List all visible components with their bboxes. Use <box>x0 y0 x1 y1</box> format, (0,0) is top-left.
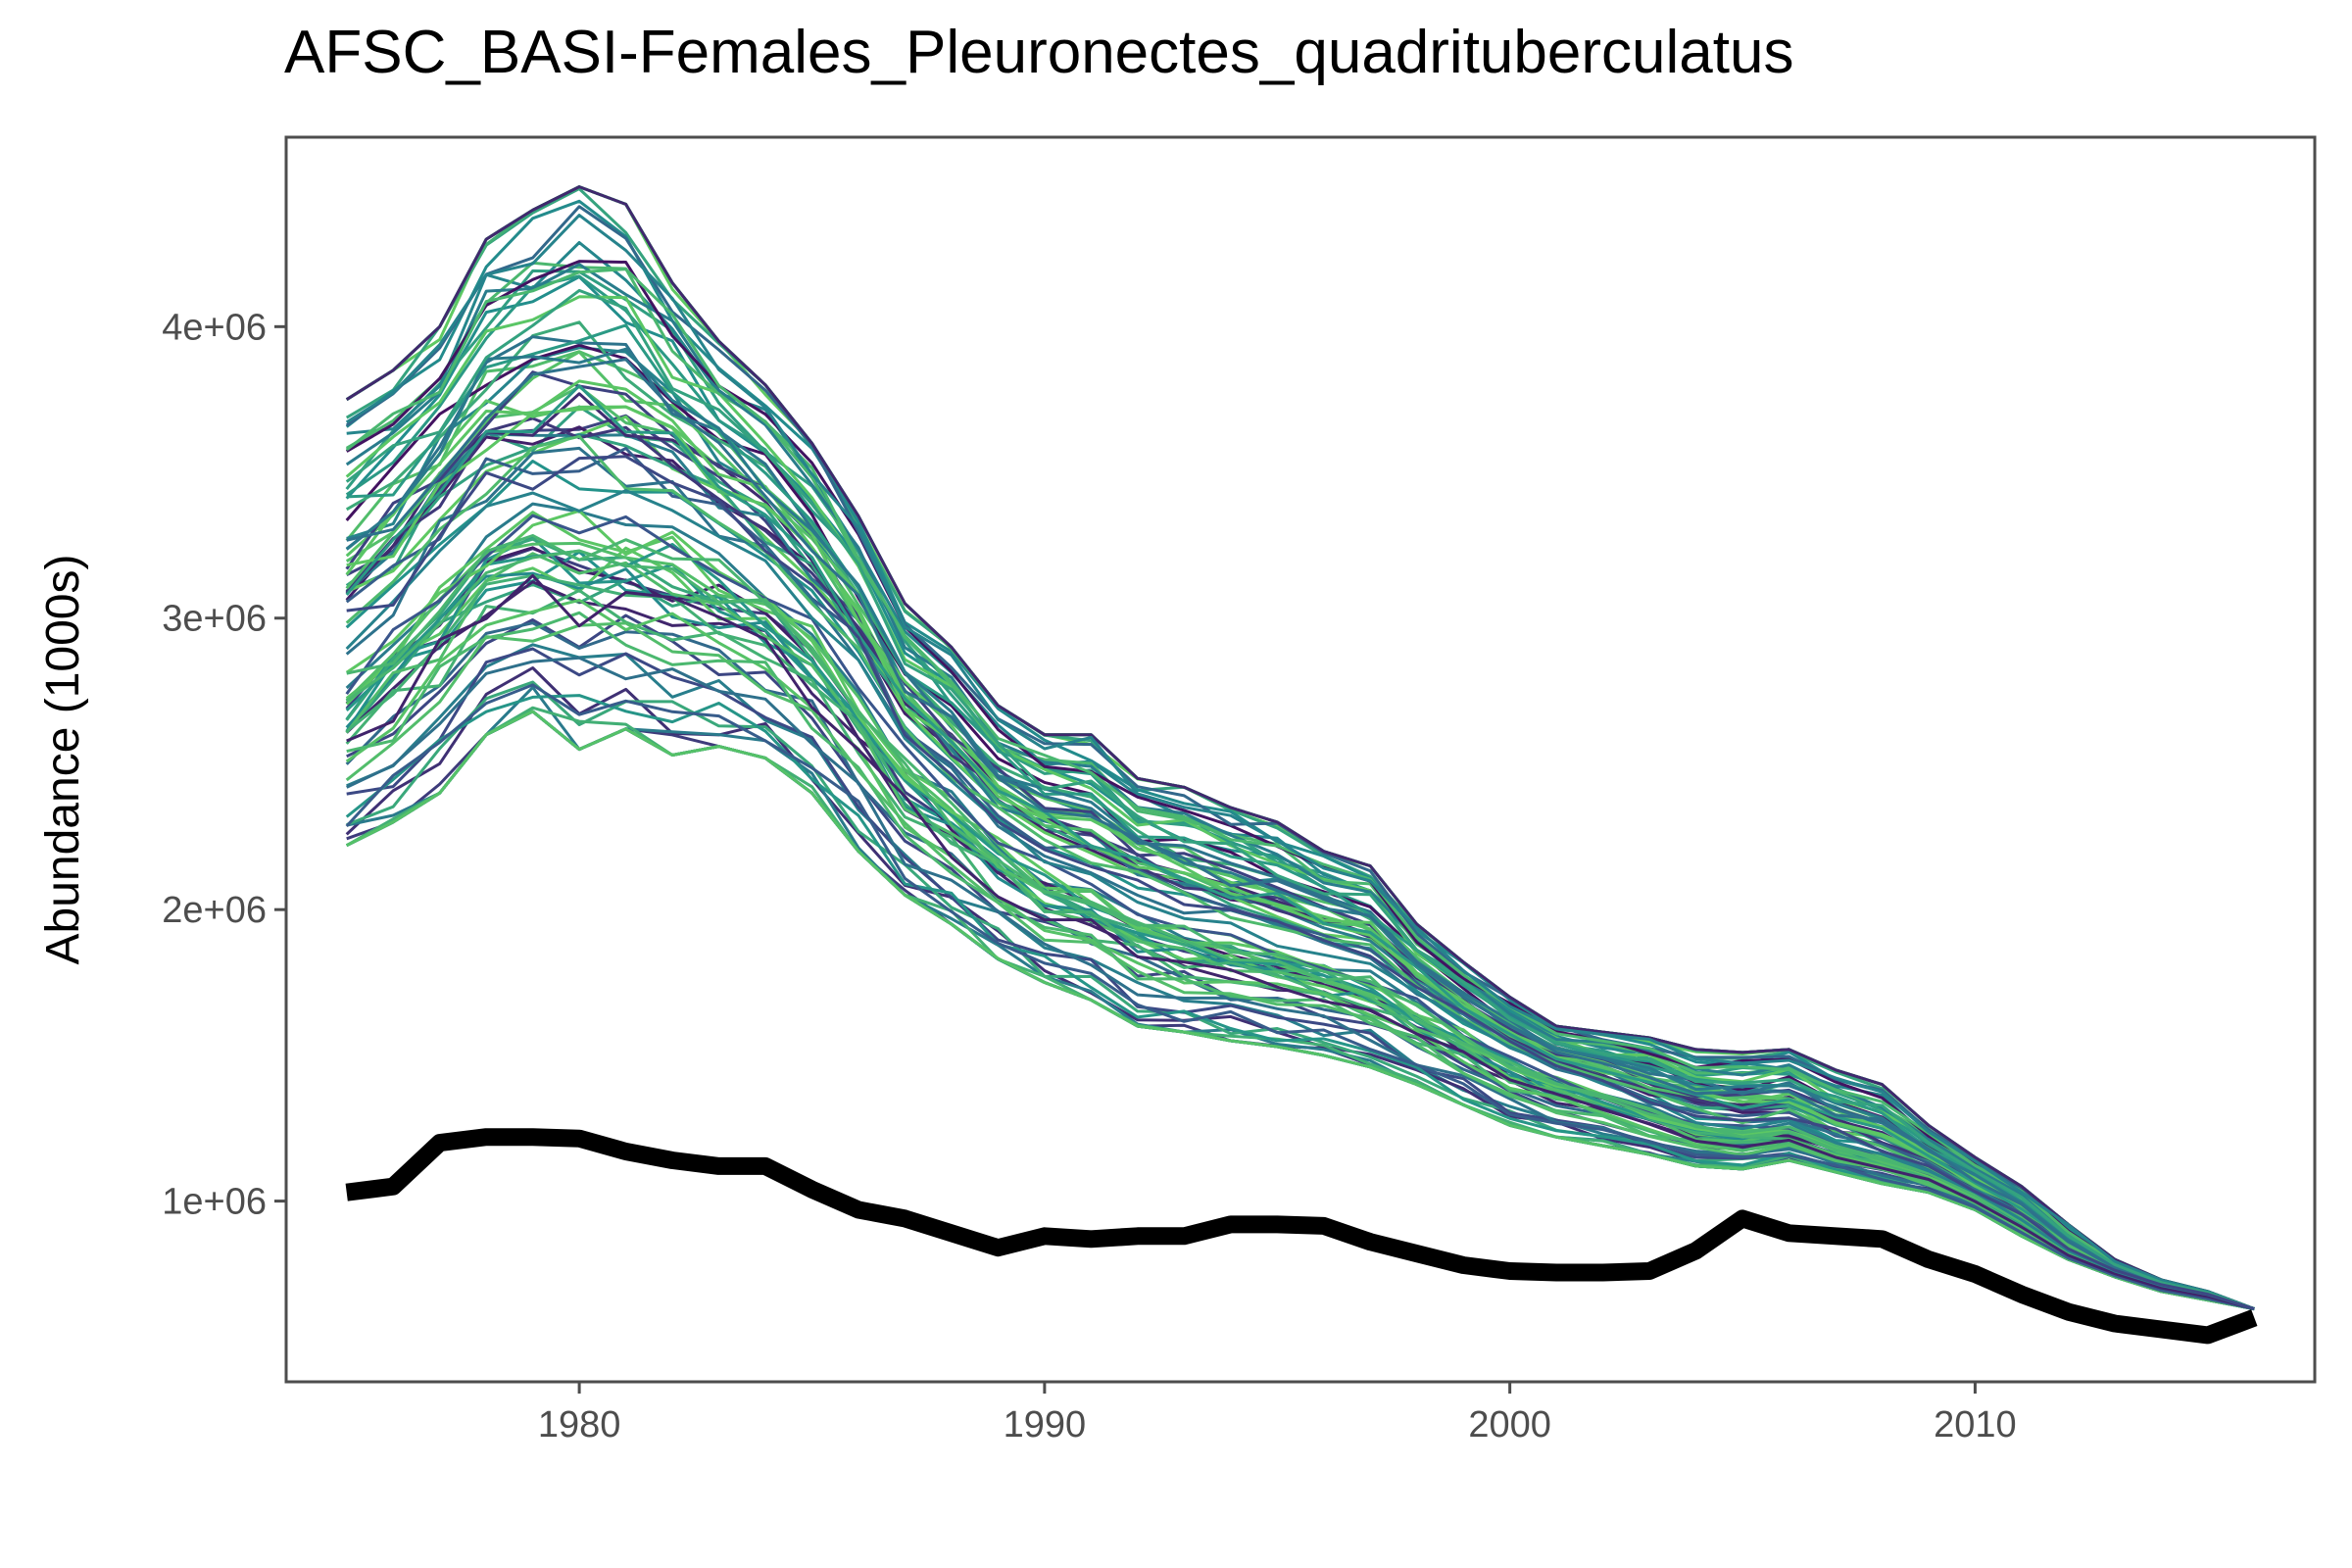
ensemble-line <box>346 573 2255 1311</box>
ensemble-line <box>346 455 2255 1311</box>
y-tick-label: 1e+06 <box>162 1182 267 1223</box>
ensemble-line <box>345 489 2255 1311</box>
ensemble-line <box>345 260 2255 1311</box>
series-lines <box>345 1128 2258 1345</box>
ensemble-line <box>345 214 2255 1311</box>
y-tick-label: 2e+06 <box>162 890 267 931</box>
ensemble-line <box>346 710 2255 1311</box>
x-tick-label: 1980 <box>538 1404 621 1446</box>
x-axis: 1980 1990 2000 2010 <box>538 1382 2017 1446</box>
x-tick-label: 2010 <box>1934 1404 2017 1446</box>
ensemble-line <box>346 685 2255 1311</box>
y-tick-label: 4e+06 <box>162 307 267 348</box>
ensemble-line <box>345 288 2255 1311</box>
ensemble-line <box>345 683 2255 1311</box>
ensemble-line <box>345 263 2255 1311</box>
y-axis-title: Abundance (1000s) <box>37 555 89 965</box>
y-axis: 1e+06 2e+06 3e+06 4e+06 <box>162 307 286 1223</box>
ensemble-line <box>345 621 2255 1311</box>
y-tick-label: 3e+06 <box>162 599 267 640</box>
chart-title: AFSC_BASI-Females_Pleuronectes_quadritub… <box>284 19 1794 86</box>
ensemble-line <box>346 611 2255 1311</box>
ensemble-line <box>345 447 2255 1311</box>
ensemble-line <box>346 358 2255 1311</box>
ensemble-line <box>345 549 2255 1311</box>
x-tick-label: 2000 <box>1468 1404 1551 1446</box>
ensemble-line <box>345 384 2255 1311</box>
ensemble-line <box>345 205 2255 1311</box>
ensemble-line <box>345 379 2255 1311</box>
ensemble-line <box>345 185 2255 1311</box>
ensemble-lines <box>345 185 2255 1311</box>
series-line-0 <box>345 1128 2258 1345</box>
plot-panel-border <box>284 135 2317 1384</box>
x-tick-label: 1990 <box>1004 1404 1087 1446</box>
